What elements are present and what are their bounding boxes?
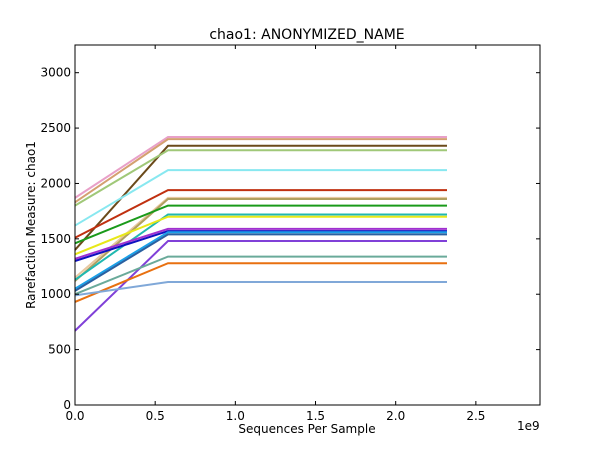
- series-line-18: [74, 262, 447, 303]
- series-line-2: [74, 138, 447, 204]
- chart-title: chao1: ANONYMIZED_NAME: [209, 27, 404, 43]
- series-line-19: [74, 281, 447, 297]
- x-tick-label: 1.5: [306, 409, 325, 423]
- y-axis-label: Rarefaction Measure: chao1: [24, 141, 38, 309]
- x-tick-label: 0.0: [65, 409, 84, 423]
- x-axis-label: Sequences Per Sample: [238, 422, 375, 436]
- x-axis-ticks: 0.0 0.5 1.0 1.5 2.0 2.5: [65, 45, 485, 423]
- x-axis-offset-label: 1e9: [517, 419, 540, 433]
- series-line-12: [74, 227, 447, 260]
- y-tick-label: 1000: [40, 287, 71, 301]
- plot-frame: [74, 44, 541, 406]
- y-tick-label: 2000: [40, 176, 71, 190]
- series-line-13: [74, 230, 447, 262]
- series-line-3: [74, 144, 447, 251]
- series-line-5: [74, 169, 447, 227]
- series-line-4: [74, 149, 447, 207]
- series-layer: [74, 135, 447, 332]
- y-tick-label: 500: [48, 343, 71, 357]
- y-tick-label: 3000: [40, 66, 71, 80]
- series-line-6: [74, 189, 447, 239]
- series-line-1: [74, 135, 447, 199]
- series-line-11: [74, 215, 447, 256]
- y-tick-label: 0: [63, 398, 71, 412]
- y-tick-label: 2500: [40, 121, 71, 135]
- series-line-10: [74, 213, 447, 281]
- series-line-8: [74, 197, 447, 282]
- x-tick-label: 0.5: [146, 409, 165, 423]
- x-tick-label: 2.5: [466, 409, 485, 423]
- series-line-14: [74, 231, 447, 290]
- series-line-17: [74, 255, 447, 296]
- series-line-9: [74, 204, 447, 245]
- x-tick-label: 2.0: [386, 409, 405, 423]
- series-line-15: [74, 233, 447, 292]
- y-tick-label: 1500: [40, 232, 71, 246]
- y-axis-ticks: 0 500 1000 1500 2000 2500 3000: [40, 66, 540, 412]
- series-line-16: [74, 240, 447, 332]
- x-tick-label: 1.0: [226, 409, 245, 423]
